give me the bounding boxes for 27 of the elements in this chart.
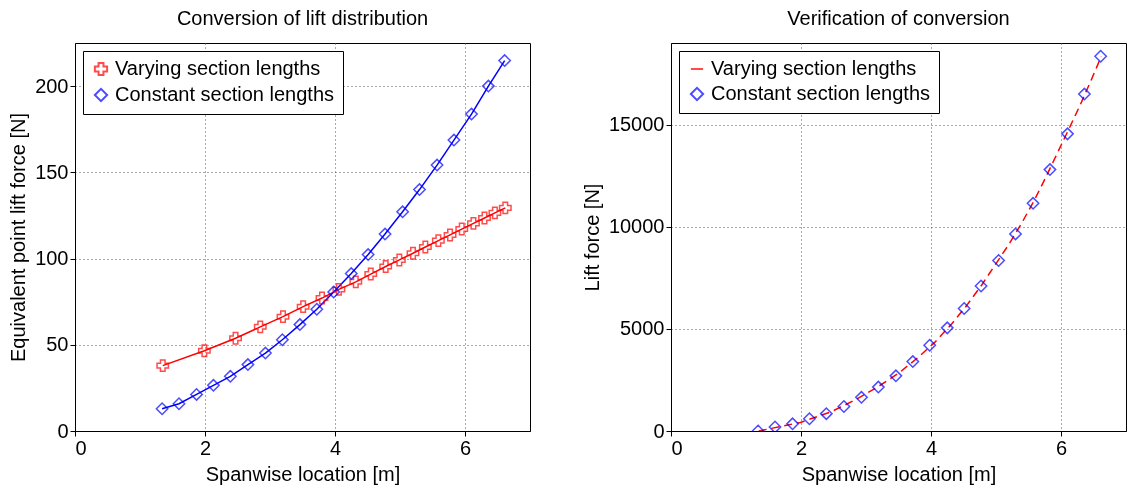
y-tick-label: 15000 <box>608 113 665 136</box>
x-axis-title: Spanwise location [m] <box>205 462 401 485</box>
legend-label: Varying section lengths <box>115 57 321 79</box>
x-tick-label: 0 <box>671 436 683 459</box>
legend-label: Varying section lengths <box>711 57 917 79</box>
x-tick-label: 4 <box>925 436 938 459</box>
chart-title: Verification of conversion <box>787 7 1010 29</box>
y-axis-title: Equivalent point lift force [N] <box>7 112 30 363</box>
legend-label: Constant section lengths <box>115 83 335 105</box>
y-tick-label: 150 <box>35 160 69 183</box>
y-tick-label: 10000 <box>608 215 665 238</box>
chart-title: Conversion of lift distribution <box>176 7 429 29</box>
x-tick-label: 0 <box>75 436 87 459</box>
x-tick-label: 6 <box>459 436 472 459</box>
y-tick-label: 200 <box>35 74 69 97</box>
y-tick-label: 0 <box>57 419 69 442</box>
legend-label: Constant section lengths <box>711 82 931 104</box>
y-axis-title: Lift force [N] <box>580 183 603 292</box>
y-tick-label: 100 <box>35 247 69 270</box>
y-tick-label: 0 <box>653 419 665 442</box>
x-tick-label: 2 <box>795 436 808 459</box>
x-tick-label: 2 <box>199 436 212 459</box>
x-tick-label: 4 <box>329 436 342 459</box>
y-tick-label: 5000 <box>620 317 665 340</box>
x-tick-label: 6 <box>1055 436 1068 459</box>
x-axis-title: Spanwise location [m] <box>801 462 997 485</box>
y-tick-label: 50 <box>46 333 69 356</box>
